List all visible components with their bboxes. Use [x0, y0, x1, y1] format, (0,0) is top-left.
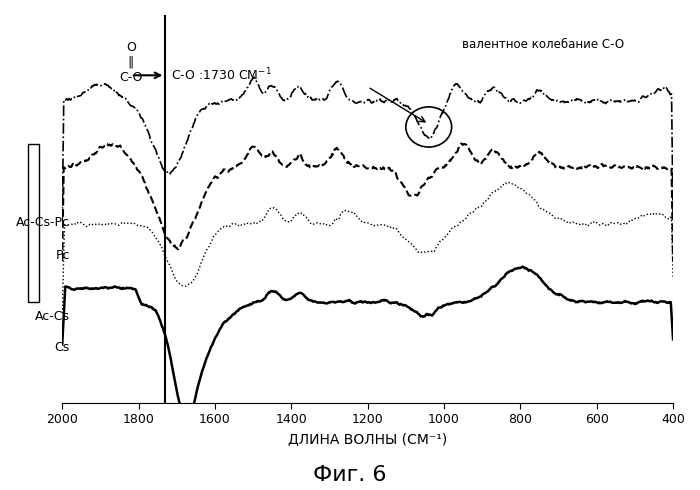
Ac-Cs-Pc: [58, 219, 66, 225]
Ac-Cs-Pc: [414, 119, 422, 125]
Cs: [518, 264, 526, 270]
Text: Ac-Cs: Ac-Cs: [35, 310, 70, 323]
Text: Фиг. 6: Фиг. 6: [314, 465, 386, 485]
Pc: [95, 144, 104, 150]
Ac-Cs-Pc: [669, 215, 678, 220]
Ac-Cs-Pc: [448, 87, 456, 93]
Pc: [522, 161, 531, 167]
Pc: [429, 172, 438, 178]
Ac-Cs: [447, 226, 456, 232]
Text: Cs: Cs: [55, 341, 70, 354]
Pc: [413, 193, 421, 198]
Cs: [182, 416, 190, 421]
Cs: [523, 266, 531, 272]
Ac-Cs: [505, 179, 514, 185]
Ac-Cs-Pc: [95, 83, 104, 89]
Line: Cs: Cs: [62, 267, 673, 418]
Cs: [669, 336, 678, 342]
Ac-Cs-Pc: [250, 74, 258, 80]
Ac-Cs: [58, 311, 66, 317]
Line: Pc: Pc: [62, 144, 673, 262]
Cs: [430, 311, 438, 317]
Ac-Cs: [429, 247, 438, 253]
Ac-Cs: [584, 222, 593, 228]
Cs: [414, 310, 422, 316]
Ac-Cs-Pc: [584, 99, 593, 105]
Text: валентное колебание C-O: валентное колебание C-O: [462, 38, 624, 51]
Ac-Cs-Pc: [430, 130, 438, 136]
Pc: [669, 259, 678, 265]
Line: Ac-Cs-Pc: Ac-Cs-Pc: [62, 77, 673, 222]
Cs: [585, 299, 594, 305]
Ac-Cs: [522, 190, 531, 196]
Ac-Cs: [413, 247, 421, 253]
Ac-Cs: [669, 276, 678, 282]
Bar: [28, 144, 39, 302]
Pc: [584, 163, 593, 169]
Text: Ac-Cs-Pc: Ac-Cs-Pc: [16, 216, 70, 228]
Pc: [457, 141, 466, 147]
Text: Pc: Pc: [55, 249, 70, 262]
Ac-Cs-Pc: [522, 98, 531, 104]
Line: Ac-Cs: Ac-Cs: [62, 182, 673, 314]
X-axis label: ДЛИНА ВОЛНЫ (СМ⁻¹): ДЛИНА ВОЛНЫ (СМ⁻¹): [288, 432, 447, 445]
Pc: [447, 156, 456, 162]
Cs: [95, 286, 104, 292]
Text: C-O :1730 СМ$^{-1}$: C-O :1730 СМ$^{-1}$: [171, 67, 272, 84]
Ac-Cs: [95, 221, 104, 227]
Cs: [58, 342, 66, 347]
Text: O
‖
C-O: O ‖ C-O: [119, 41, 143, 84]
Cs: [448, 300, 456, 306]
Pc: [58, 258, 66, 264]
